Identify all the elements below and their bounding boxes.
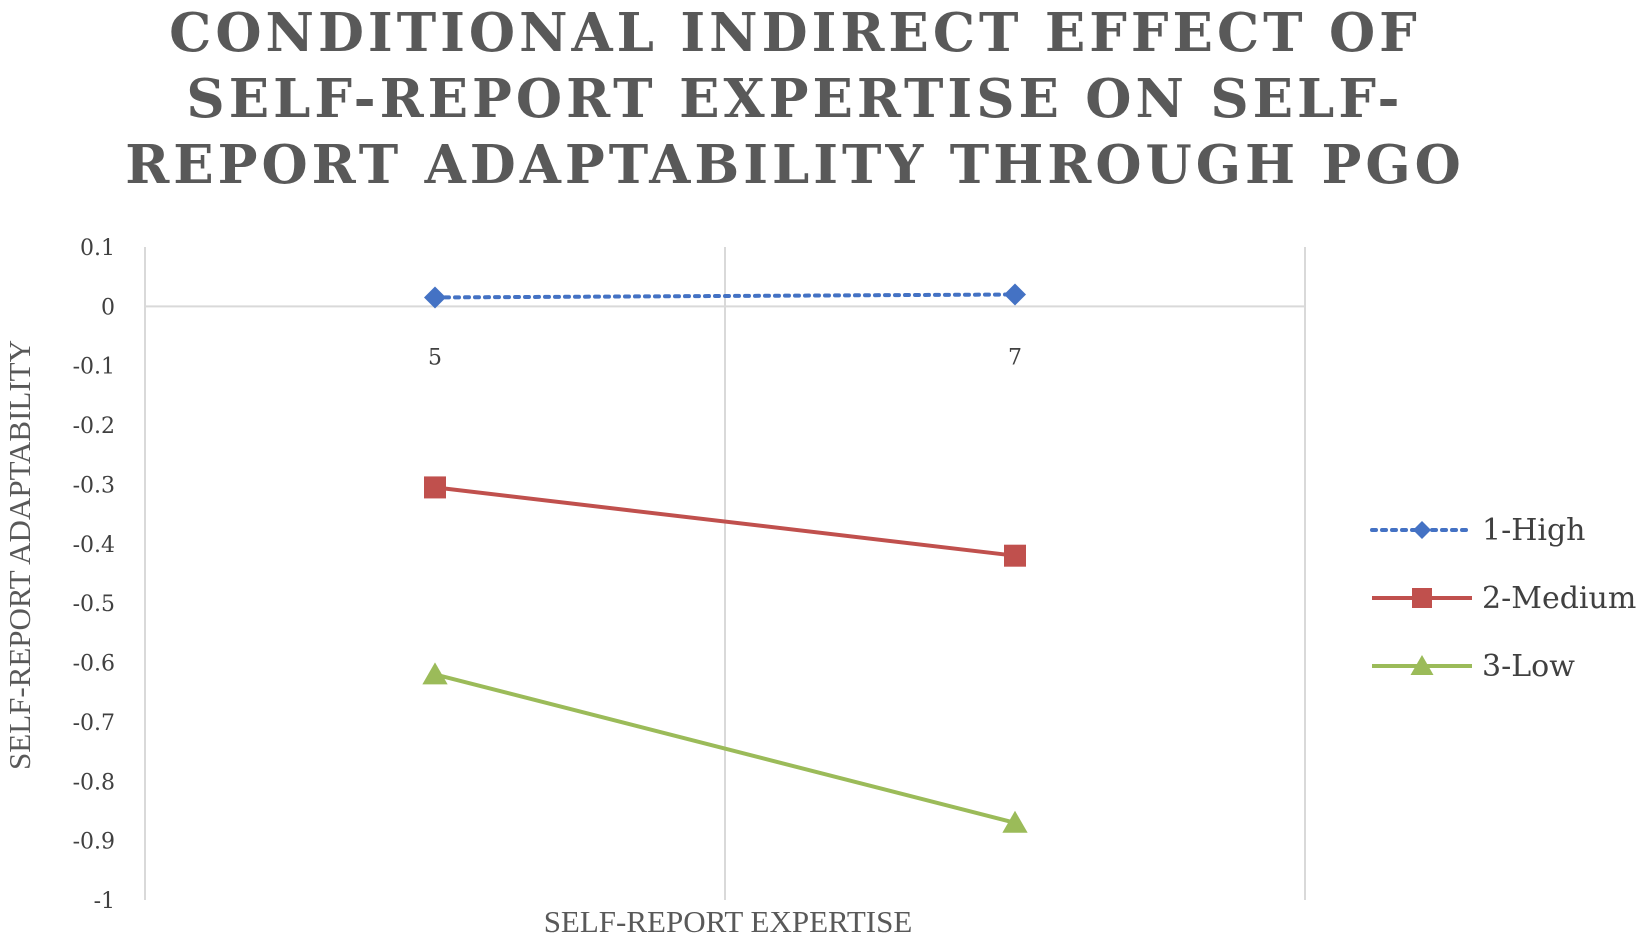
data-point-triangle (422, 662, 448, 685)
data-point-square (1004, 544, 1026, 567)
series-line (433, 292, 1017, 300)
series-2-medium (424, 476, 1026, 567)
y-tick-label: -0.5 (73, 592, 115, 617)
chart-title: CONDITIONAL INDIRECT EFFECT OF SELF-REPO… (125, 2, 1465, 196)
grid-lines (144, 247, 1306, 900)
legend-label: 2-Medium (1482, 581, 1636, 616)
series-1-high (424, 283, 1026, 309)
data-point-diamond (1004, 283, 1026, 306)
y-tick-label: -0.3 (73, 473, 115, 498)
y-tick-label: -0.9 (73, 830, 115, 855)
data-point-triangle (1002, 810, 1028, 833)
legend: 1-High 2-Medium 3-Low (1370, 513, 1636, 684)
series-3-low (422, 662, 1028, 833)
y-tick-label: -0.2 (73, 414, 115, 439)
y-tick-label: 0.1 (80, 236, 115, 261)
x-tick-label: 5 (428, 345, 442, 370)
series-line (434, 485, 1016, 558)
y-axis-title: SELF-REPORT ADAPTABILITY (2, 340, 37, 770)
legend-label: 1-High (1482, 513, 1586, 548)
y-tick-label: 0 (101, 295, 115, 320)
y-tick-label: -0.8 (73, 770, 115, 795)
y-tick-labels: 0.1 0 -0.1 -0.2 -0.3 -0.4 -0.5 -0.6 -0.7 -0.8 -0.9… (73, 236, 115, 914)
y-tick-label: -0.7 (73, 711, 115, 736)
y-tick-label: -0.6 (73, 652, 115, 677)
data-point-square (424, 476, 446, 499)
y-tick-label: -0.1 (73, 355, 115, 380)
legend-item: 2-Medium (1372, 581, 1636, 616)
series-lines (422, 283, 1028, 833)
series-line (434, 672, 1016, 825)
data-point-diamond (1413, 521, 1431, 539)
legend-label: 3-Low (1482, 649, 1575, 684)
data-point-diamond (424, 286, 446, 309)
x-tick-label: 7 (1008, 345, 1022, 370)
data-point-square (1412, 588, 1432, 608)
y-tick-label: -0.4 (73, 533, 115, 558)
legend-item: 1-High (1370, 513, 1586, 548)
data-point-triangle (1410, 655, 1434, 675)
x-axis-title: SELF-REPORT EXPERTISE (544, 904, 913, 939)
legend-item: 3-Low (1372, 649, 1575, 684)
y-tick-label: -1 (94, 889, 115, 914)
